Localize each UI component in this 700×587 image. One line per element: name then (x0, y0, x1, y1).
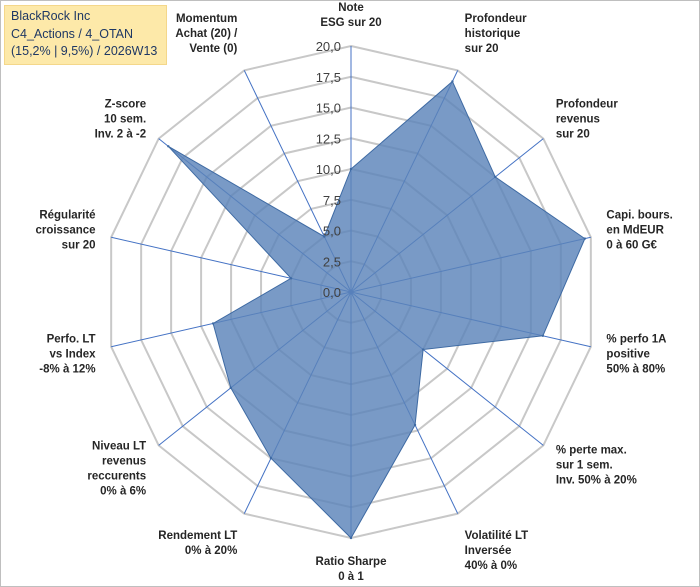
axis-label-line: 0% à 6% (100, 485, 146, 497)
company-name: BlackRock Inc (11, 9, 91, 23)
data-point (583, 237, 587, 240)
category-label: C4_Actions / 4_OTAN (11, 26, 134, 41)
axis-label-line: sur 20 (556, 128, 590, 140)
axis-label-line: sur 1 sem. (556, 460, 613, 472)
tick-label: 20,0 (316, 39, 341, 54)
data-point (413, 423, 417, 427)
axis-label: Rendement LT 0% à 20% (158, 530, 237, 557)
axis-label-line: Régularité (39, 210, 95, 222)
axis-label: Volatilité LT Inversée 40% à 0% (465, 530, 528, 572)
axis-label: Note ESG sur 20 (320, 2, 381, 29)
axis-label-line: vs Index (50, 348, 97, 360)
radial-tick-labels: 0,0 2,5 5,0 7,5 10,0 12,5 15,0 17,5 20,0 (316, 39, 341, 300)
axis-label-line: Momentum (176, 13, 237, 25)
axis-label-line: Volatilité LT (465, 530, 528, 542)
axis-label-line: Perfo. LT (47, 333, 96, 345)
data-point (229, 386, 232, 390)
axis-label-line: Profondeur (465, 13, 527, 25)
axis-label-line: Capi. bours. (606, 210, 672, 222)
axis-label-line: 40% à 0% (465, 560, 517, 572)
axis-label-line: revenus (102, 455, 146, 467)
tick-label: 7,5 (323, 193, 341, 208)
axis-label: Niveau LT revenus reccurents 0% à 6% (87, 440, 146, 497)
tick-label: 17,5 (316, 70, 341, 85)
axis-label-line: -8% à 12% (39, 363, 95, 375)
axis-label-line: Achat (20) / (175, 28, 238, 40)
tick-label: 15,0 (316, 101, 341, 116)
tick-label: 12,5 (316, 131, 341, 146)
data-point (269, 457, 273, 460)
axis-label-line: Ratio Sharpe (316, 556, 387, 568)
data-point (289, 277, 293, 280)
axis-label: % perfo 1A positive 50% à 80% (606, 333, 666, 375)
data-point (494, 175, 497, 179)
axis-label: Profondeur revenus sur 20 (556, 98, 618, 140)
data-point (349, 536, 353, 540)
axis-label-line: Inversée (465, 545, 512, 557)
axis-label-line: reccurents (87, 470, 146, 482)
axis-label-line: croissance (35, 225, 95, 237)
axis-label-line: Inv. 2 à -2 (95, 128, 147, 140)
axis-label-line: positive (606, 348, 649, 360)
chart-caption-box: BlackRock Inc C4_Actions / 4_OTAN (15,2%… (4, 5, 167, 65)
axis-label-line: % perfo 1A (606, 333, 666, 345)
axis-label: Momentum Achat (20) / Vente (0) (175, 13, 238, 55)
axis-label-line: revenus (556, 113, 600, 125)
tick-label: 5,0 (323, 224, 341, 239)
axis-label-line: 0 à 60 G€ (606, 240, 657, 252)
data-point (167, 145, 170, 148)
tick-label: 10,0 (316, 162, 341, 177)
axis-label-line: historique (465, 28, 521, 40)
axis-label-line: Niveau LT (92, 440, 146, 452)
axis-label: Régularité croissance sur 20 (35, 210, 95, 252)
data-point (211, 322, 215, 325)
data-point (541, 334, 545, 337)
axis-label-line: 0% à 20% (185, 545, 237, 557)
tick-label: 0,0 (323, 285, 341, 300)
data-point (323, 235, 326, 238)
axis-label-line: Rendement LT (158, 530, 237, 542)
axis-label: Perfo. LT vs Index -8% à 12% (39, 333, 96, 375)
axis-label-line: 50% à 80% (606, 363, 665, 375)
axis-label-line: Inv. 50% à 20% (556, 475, 637, 487)
axis-label: Ratio Sharpe 0 à 1 (316, 556, 387, 583)
axis-label-line: Vente (0) (189, 43, 237, 55)
tick-label: 2,5 (323, 254, 341, 269)
axis-label: Z-score 10 sem. Inv. 2 à -2 (95, 98, 147, 140)
axis-label-line: % perte max. (556, 445, 627, 457)
axis-label-line: ESG sur 20 (320, 17, 381, 29)
axis-label-line: Profondeur (556, 98, 618, 110)
axis-label-line: sur 20 (465, 43, 499, 55)
axis-label: Profondeur historique sur 20 (465, 13, 527, 55)
axis-label-line: en MdEUR (606, 225, 664, 237)
axis-label-line: 0 à 1 (338, 571, 364, 583)
axis-label-line: sur 20 (62, 240, 96, 252)
axis-label: % perte max. sur 1 sem. Inv. 50% à 20% (556, 445, 637, 487)
data-point (451, 80, 454, 83)
radar-series (167, 80, 587, 540)
axis-label-line: Z-score (105, 98, 147, 110)
axis-label-line: Note (338, 2, 364, 14)
data-point (421, 348, 425, 351)
data-point (349, 167, 353, 171)
axis-label-line: 10 sem. (104, 113, 146, 125)
performance-week-label: (15,2% | 9,5%) / 2026W13 (11, 44, 158, 58)
axis-labels: Note ESG sur 20 Profondeur historique sur 20… (35, 2, 672, 583)
axis-label: Capi. bours. en MdEUR 0 à 60 G€ (606, 210, 672, 252)
